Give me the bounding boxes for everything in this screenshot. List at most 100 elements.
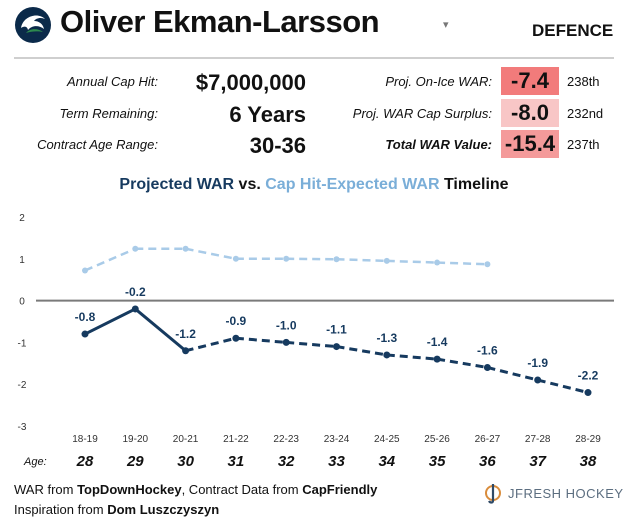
projected-war-data-label: -0.8 [75, 310, 96, 324]
total-war-value-rank: 237th [567, 137, 600, 152]
total-war-value-label: Total WAR Value: [385, 137, 492, 152]
brand: JFRESH HOCKEY [484, 482, 624, 504]
on-ice-war-value: -7.4 [501, 67, 559, 95]
player-select-caret-icon[interactable]: ▾ [443, 19, 449, 31]
projected-war-point [282, 338, 290, 346]
team-logo-icon [14, 6, 52, 44]
projected-war-point [483, 363, 491, 371]
total-war-value: -15.4 [501, 130, 559, 158]
age-value: 38 [580, 453, 597, 470]
projected-war-point [333, 343, 340, 351]
projected-war-point [534, 376, 542, 384]
chart-title-timeline: Timeline [439, 176, 509, 193]
jfresh-logo-icon [485, 484, 501, 504]
war-cap-surplus-label: Proj. WAR Cap Surplus: [352, 106, 492, 121]
player-position: DEFENCE [532, 21, 614, 40]
season-tick-label: 23-24 [324, 434, 350, 445]
projected-war-point [433, 355, 441, 363]
age-value: 35 [429, 453, 446, 470]
expected-war-point [333, 256, 340, 263]
age-value: 34 [378, 453, 395, 470]
season-tick-label: 22-23 [273, 434, 299, 445]
expected-war-point [182, 245, 189, 252]
war-cap-surplus-rank: 232nd [567, 106, 604, 121]
season-tick-label: 27-28 [525, 434, 551, 445]
y-tick-label: 0 [19, 297, 25, 308]
expected-war-segment [185, 247, 237, 261]
season-tick-label: 26-27 [475, 434, 501, 445]
projected-war-data-label: -1.0 [276, 318, 297, 332]
y-tick-label: -2 [18, 380, 27, 391]
projected-war-data-label: -1.4 [427, 335, 448, 349]
projected-war-data-label: -1.9 [527, 356, 548, 370]
war-cap-surplus-value: -8.0 [501, 99, 559, 127]
y-tick-label: 2 [19, 213, 25, 224]
footer-contract-prefix: , Contract Data from [181, 482, 303, 497]
expected-war-segment [386, 259, 438, 264]
y-tick-label: 1 [19, 255, 25, 266]
chart-title-vs: vs. [234, 176, 266, 193]
term-remaining-value: 6 Years [229, 102, 306, 127]
contract-age-range-label: Contract Age Range: [37, 137, 158, 152]
chart-title-expected: Cap Hit-Expected WAR [265, 176, 440, 193]
footer-war-prefix: WAR from [14, 482, 78, 497]
projected-war-data-label: -0.9 [226, 314, 247, 328]
projected-war-segment-solid [84, 307, 136, 336]
projected-war-segment-solid [134, 307, 187, 352]
cap-hit-label: Annual Cap Hit: [66, 74, 158, 89]
chart-title: Projected WAR vs. Cap Hit-Expected WAR T… [0, 176, 628, 194]
expected-war-segment [437, 261, 488, 266]
expected-war-point [132, 245, 139, 252]
footer-contract-source: CapFriendly [302, 482, 378, 497]
projected-war-point [182, 347, 190, 355]
expected-war-segment [84, 247, 136, 272]
expected-war-point [434, 259, 441, 266]
projected-war-data-label: -1.3 [376, 331, 397, 345]
projected-war-segment-dashed [386, 353, 438, 361]
projected-war-point [584, 389, 592, 397]
projected-war-data-label: -1.6 [477, 343, 498, 357]
projected-war-segment-dashed [286, 340, 337, 349]
projected-war-point [383, 351, 391, 359]
y-tick-label: -3 [18, 422, 27, 433]
projected-war-segment-dashed [185, 336, 237, 353]
age-value: 36 [479, 453, 496, 470]
season-tick-label: 19-20 [123, 434, 149, 445]
projected-war-segment-dashed [336, 345, 388, 357]
season-tick-label: 24-25 [374, 434, 400, 445]
age-value: 31 [228, 453, 245, 470]
age-value: 28 [76, 453, 94, 470]
chart-title-projected: Projected WAR [119, 176, 235, 193]
war-timeline-chart: 2 1 0 -1 -2 -3 -0.8 -0.2 -1.2 -0.9 -1.0 -1.1 -1.3 -1.… [18, 213, 614, 470]
projected-war-segment-dashed [537, 378, 589, 395]
projected-war-point [232, 334, 240, 342]
age-row-label: Age: [23, 456, 47, 468]
footer-sources: WAR from TopDownHockey, Contract Data fr… [14, 482, 377, 497]
footer-inspiration: Inspiration from Dom Luszczyszyn [14, 502, 219, 517]
footer-inspiration-prefix: Inspiration from [14, 502, 108, 517]
season-tick-label: 28-29 [575, 434, 601, 445]
age-value: 37 [529, 453, 546, 470]
projected-war-segment-dashed [235, 336, 287, 344]
projected-war-point [81, 330, 89, 338]
expected-war-point [82, 267, 88, 274]
age-value: 33 [328, 453, 345, 470]
brand-name: JFRESH HOCKEY [508, 485, 624, 501]
projected-war-data-label: -1.2 [175, 327, 196, 341]
projected-war-data-label: -2.2 [578, 369, 599, 383]
cap-hit-value: $7,000,000 [195, 70, 306, 95]
expected-war-segment [336, 257, 387, 263]
footer-inspiration-name: Dom Luszczyszyn [107, 502, 220, 517]
expected-war-point [283, 255, 290, 262]
projected-war-segment-dashed [487, 366, 539, 382]
contract-age-range-value: 30-36 [249, 133, 306, 158]
projected-war-segment-dashed [436, 357, 488, 369]
season-tick-label: 20-21 [173, 434, 199, 445]
projected-war-data-label: -0.2 [125, 285, 146, 299]
expected-war-point [232, 255, 239, 262]
projected-war-data-label: -1.1 [326, 323, 347, 337]
season-tick-label: 18-19 [72, 434, 98, 445]
age-value: 29 [126, 453, 144, 470]
age-value: 30 [177, 453, 194, 470]
expected-war-point [484, 261, 491, 268]
